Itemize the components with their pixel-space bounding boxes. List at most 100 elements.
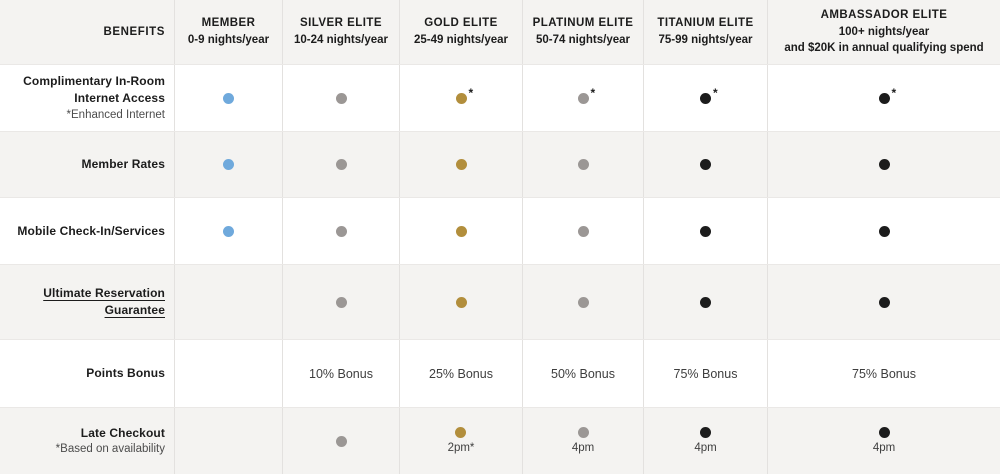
benefit-cell [399, 198, 522, 264]
benefit-cell: 75% Bonus [767, 340, 1000, 407]
benefit-cell: 75% Bonus [643, 340, 767, 407]
gold-included-dot-icon [455, 225, 467, 237]
dot-stack: * [878, 87, 896, 104]
tier-header-platinum-elite: PLATINUM ELITE 50-74 nights/year [522, 0, 643, 64]
benefit-text-value: 75% Bonus [673, 366, 738, 381]
dot-stack: * [700, 87, 718, 104]
black-included-dot-icon [700, 296, 711, 308]
dot-stack: 4pm [872, 426, 896, 456]
benefit-cell: 4pm [522, 408, 643, 474]
dot-wrap [335, 435, 347, 447]
benefit-label-cell: Ultimate Reservation Guarantee [0, 265, 174, 339]
dot-stack [223, 225, 234, 237]
dot-stack: 2pm* [447, 426, 475, 456]
black-included-dot-icon [878, 426, 890, 438]
dot-wrap [700, 426, 711, 438]
tier-nights-label: 100+ nights/year [838, 25, 930, 38]
dot-stack [700, 225, 711, 237]
asterisk-note: * [468, 85, 474, 100]
benefits-header-cell: BENEFITS [0, 0, 174, 64]
benefit-label-cell: Mobile Check-In/Services [0, 198, 174, 264]
benefit-label: Points Bonus [86, 366, 165, 381]
asterisk-note: * [590, 85, 596, 100]
gray-included-dot-icon [577, 159, 589, 170]
dot-wrap: * [700, 87, 718, 104]
dot-stack [455, 159, 467, 170]
black-included-dot-icon [700, 225, 711, 237]
dot-stack [700, 159, 711, 170]
benefit-cell [282, 65, 399, 131]
benefit-sublabel: *Based on availability [55, 443, 165, 456]
dot-wrap [878, 426, 890, 438]
black-included-dot-icon [700, 426, 711, 438]
tier-nights-label: 50-74 nights/year [536, 34, 630, 46]
tier-name-label: PLATINUM ELITE [532, 17, 634, 30]
benefit-label-cell: Points Bonus [0, 340, 174, 407]
dot-stack [700, 296, 711, 308]
benefit-label-cell: Late Checkout *Based on availability [0, 408, 174, 474]
dot-wrap: * [577, 87, 595, 104]
benefit-label-cell: Complimentary In-Room Internet Access *En… [0, 65, 174, 131]
benefit-cell: 4pm [643, 408, 767, 474]
dot-wrap: * [878, 87, 896, 104]
dot-wrap [455, 225, 467, 237]
benefit-text-value: 75% Bonus [852, 366, 916, 381]
benefit-link[interactable]: Ultimate Reservation Guarantee [43, 286, 165, 317]
dot-wrap [223, 92, 234, 104]
dot-wrap [577, 159, 589, 170]
benefits-header-label: BENEFITS [103, 26, 165, 38]
dot-stack [455, 225, 467, 237]
tier-nights-label: 0-9 nights/year [187, 34, 270, 46]
benefit-cell: 50% Bonus [522, 340, 643, 407]
gray-included-dot-icon [335, 296, 347, 308]
benefit-cell [174, 132, 282, 197]
dot-time-label: 2pm* [447, 441, 475, 454]
dot-wrap [455, 426, 467, 438]
gold-included-dot-icon [455, 296, 467, 308]
tier-nights-label: 75-99 nights/year [658, 34, 753, 46]
dot-stack [878, 159, 890, 170]
tier-nights-label: 10-24 nights/year [294, 34, 388, 46]
benefit-text-value: 50% Bonus [551, 366, 615, 381]
gray-included-dot-icon [577, 225, 589, 237]
benefit-cell: 10% Bonus [282, 340, 399, 407]
benefit-label-cell: Member Rates [0, 132, 174, 197]
dot-stack: 4pm [694, 426, 717, 456]
benefit-label: Late Checkout [80, 425, 165, 440]
benefit-cell: * [643, 65, 767, 131]
benefit-cell [282, 408, 399, 474]
benefit-label: Mobile Check-In/Services [17, 223, 165, 238]
benefit-cell [282, 132, 399, 197]
dot-stack [335, 225, 347, 237]
benefit-text-value: 10% Bonus [309, 366, 373, 381]
dot-wrap [455, 296, 467, 308]
dot-wrap [335, 159, 347, 170]
gray-included-dot-icon [577, 296, 589, 308]
benefit-cell: * [522, 65, 643, 131]
tier-spend-label: and $20K in annual qualifying spend [784, 42, 984, 55]
benefit-cell: 25% Bonus [399, 340, 522, 407]
benefit-cell: * [399, 65, 522, 131]
benefit-cell [174, 340, 282, 407]
benefit-row-mobile-check-in-services: Mobile Check-In/Services [0, 197, 1000, 264]
benefit-cell [522, 265, 643, 339]
benefit-label: Member Rates [81, 157, 165, 172]
dot-wrap [878, 225, 890, 237]
black-included-dot-icon [878, 296, 890, 308]
benefit-cell [174, 65, 282, 131]
gold-included-dot-icon [455, 159, 467, 170]
dot-time-label: 4pm [872, 441, 896, 454]
benefit-cell [643, 132, 767, 197]
benefit-cell [767, 265, 1000, 339]
dot-wrap [577, 426, 589, 438]
gray-included-dot-icon [335, 159, 347, 170]
gray-included-dot-icon [335, 225, 347, 237]
benefit-cell [522, 198, 643, 264]
benefit-sublabel: *Enhanced Internet [66, 108, 165, 121]
dot-stack [577, 296, 589, 308]
asterisk-note: * [713, 85, 718, 100]
dot-wrap: * [455, 87, 473, 104]
dot-stack [335, 296, 347, 308]
gold-included-dot-icon [455, 92, 467, 104]
benefit-cell [522, 132, 643, 197]
